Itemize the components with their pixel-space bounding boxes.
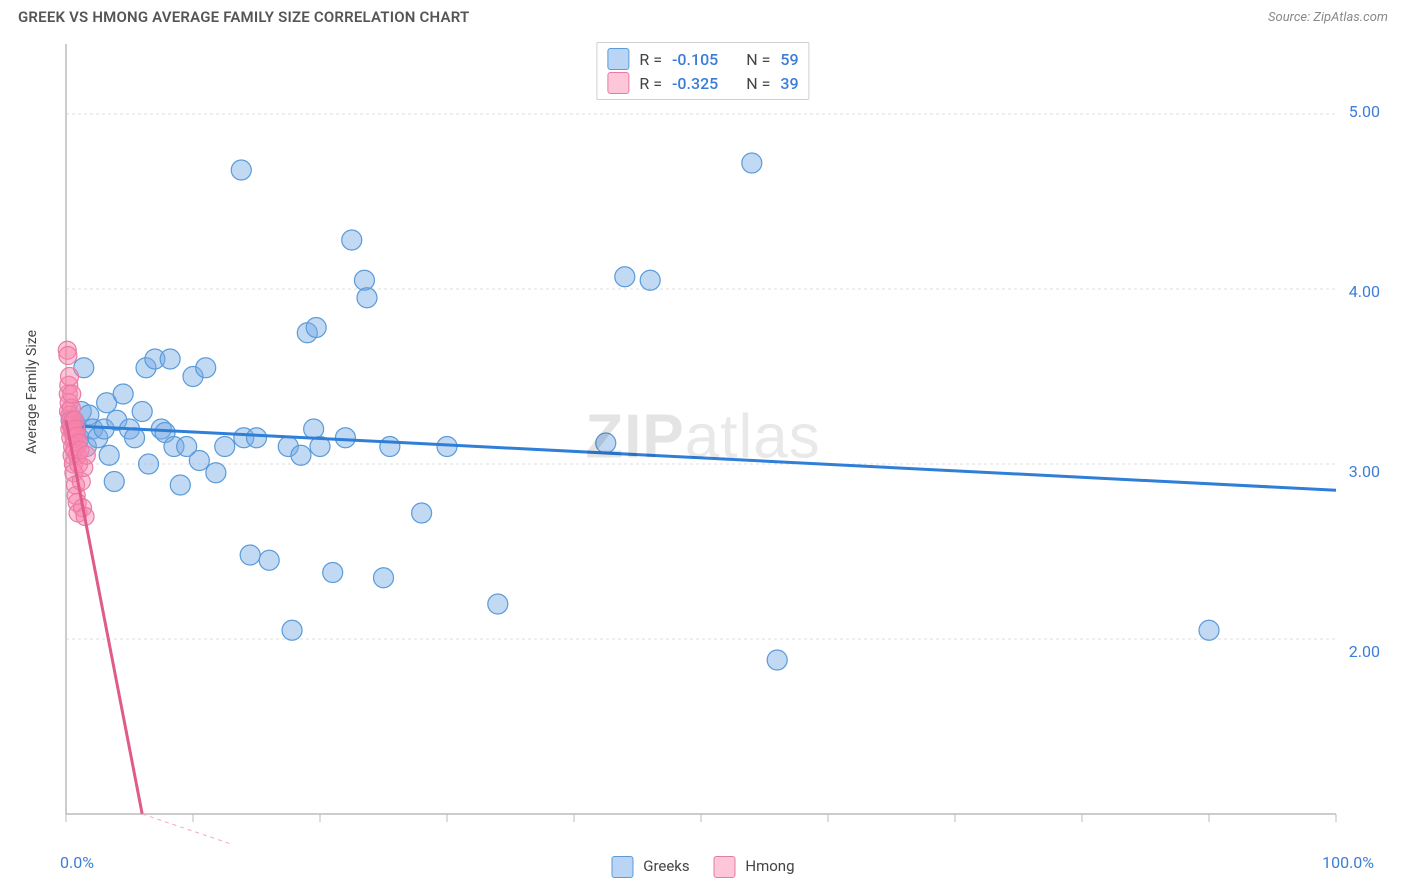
chart-title: GREEK VS HMONG AVERAGE FAMILY SIZE CORRE…: [18, 8, 469, 26]
r-value-hmong: -0.325: [672, 74, 718, 93]
stats-legend: R = -0.105 N = 59 R = -0.325 N = 39: [596, 42, 809, 100]
swatch-pink-icon: [714, 856, 736, 878]
stats-row-hmong: R = -0.325 N = 39: [607, 71, 798, 95]
n-value-hmong: 39: [780, 74, 798, 93]
stats-row-greeks: R = -0.105 N = 59: [607, 47, 798, 71]
bottom-legend: Greeks Hmong: [611, 856, 794, 878]
r-value-greeks: -0.105: [672, 50, 718, 69]
n-value-greeks: 59: [780, 50, 798, 69]
swatch-blue-icon: [611, 856, 633, 878]
legend-item-hmong: Hmong: [714, 856, 795, 878]
legend-item-greeks: Greeks: [611, 856, 689, 878]
y-tick-4: 4.00: [1349, 282, 1380, 301]
y-tick-5: 5.00: [1349, 102, 1380, 121]
n-label: N =: [746, 50, 770, 69]
y-tick-3: 3.00: [1349, 462, 1380, 481]
scatter-chart: [36, 34, 1406, 844]
swatch-pink-icon: [607, 72, 629, 94]
legend-label-hmong: Hmong: [745, 857, 794, 875]
n-label: N =: [746, 74, 770, 93]
r-label: R =: [639, 50, 662, 69]
legend-label-greeks: Greeks: [643, 857, 689, 875]
x-axis-end-label: 100.0%: [1322, 853, 1374, 872]
y-tick-2: 2.00: [1349, 642, 1380, 661]
source-attribution: Source: ZipAtlas.com: [1268, 10, 1388, 25]
swatch-blue-icon: [607, 48, 629, 70]
chart-container: Average Family Size ZIPatlas R = -0.105 …: [18, 34, 1388, 874]
r-label: R =: [639, 74, 662, 93]
x-axis-start-label: 0.0%: [60, 853, 94, 872]
